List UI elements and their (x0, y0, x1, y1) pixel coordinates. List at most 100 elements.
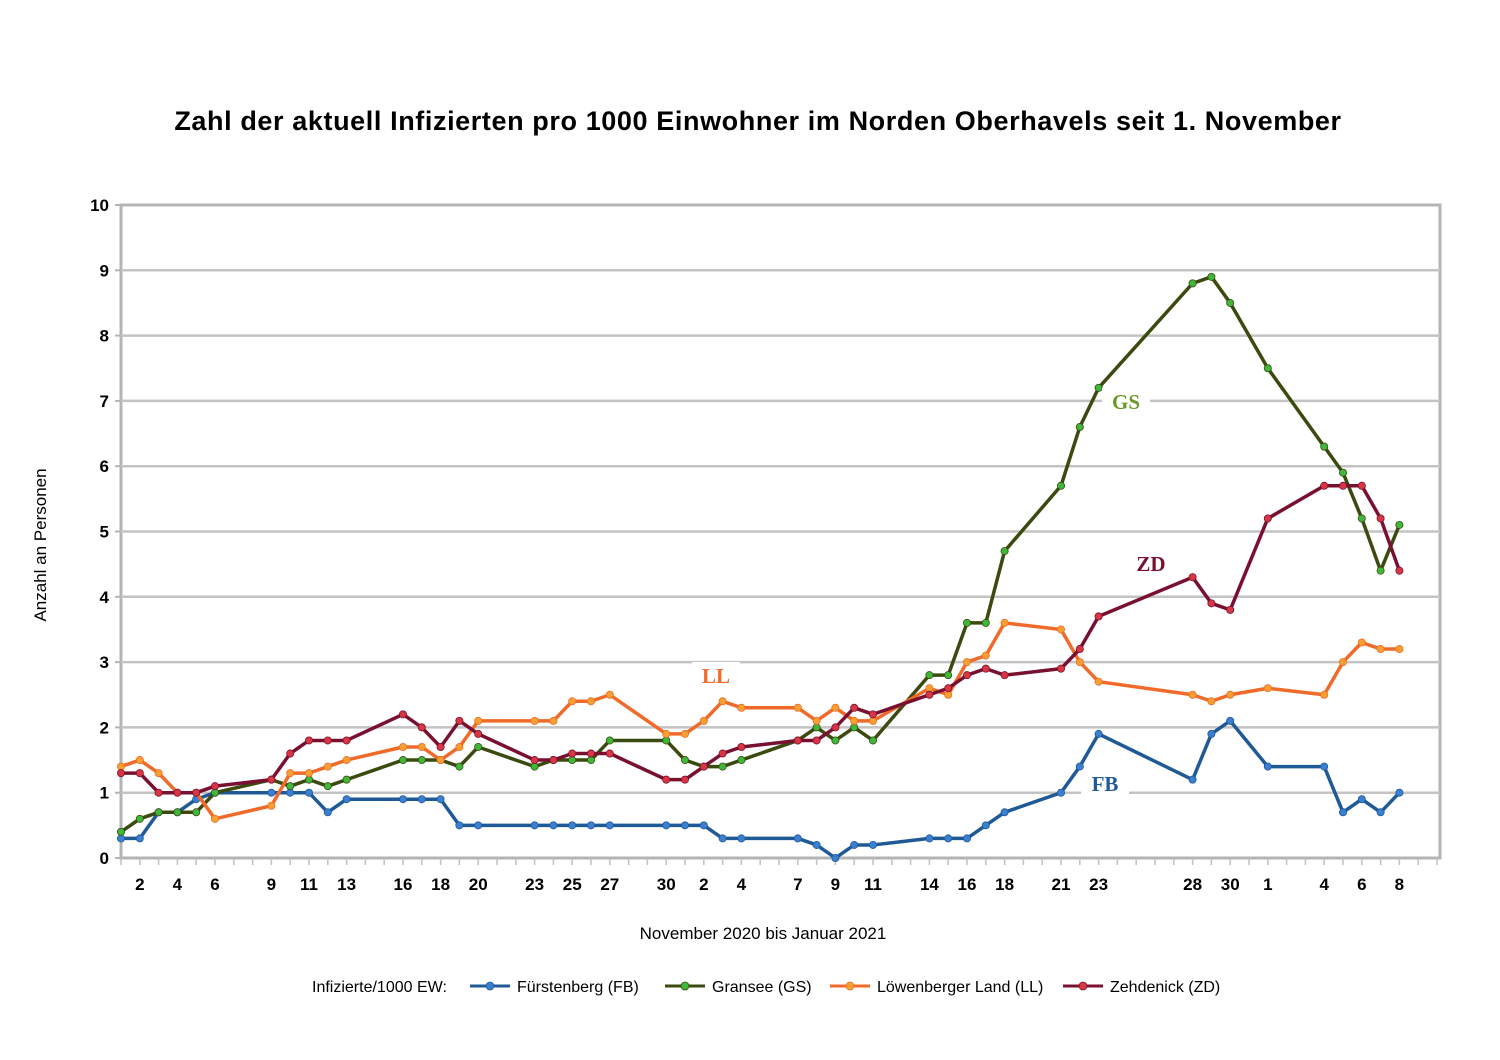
gridlines (119, 203, 1442, 860)
data-point (286, 782, 295, 791)
data-point (981, 618, 990, 627)
data-point (812, 716, 821, 725)
data-point (981, 821, 990, 830)
data-point (117, 834, 126, 843)
data-point (1000, 547, 1009, 556)
x-tick-label: 14 (920, 875, 939, 894)
data-point (681, 729, 690, 738)
data-point (323, 808, 332, 817)
data-point (1376, 645, 1385, 654)
data-point (549, 716, 558, 725)
data-point (869, 736, 878, 745)
data-point (1320, 690, 1329, 699)
data-point (1188, 279, 1197, 288)
x-tick-label: 30 (1221, 875, 1240, 894)
data-point (1263, 514, 1272, 523)
data-point (417, 723, 426, 732)
data-point (1357, 795, 1366, 804)
y-tick-label: 9 (100, 261, 109, 280)
series-zd (117, 481, 1404, 797)
data-point (1226, 605, 1235, 614)
x-tick-label: 7 (793, 875, 802, 894)
data-point (417, 756, 426, 765)
data-point (1057, 664, 1066, 673)
data-point (1376, 566, 1385, 575)
data-point (718, 834, 727, 843)
data-point (831, 723, 840, 732)
data-point (173, 788, 182, 797)
data-point (1395, 566, 1404, 575)
data-point (944, 834, 953, 843)
y-tick-label: 5 (100, 523, 109, 542)
data-point (1376, 808, 1385, 817)
data-point (737, 756, 746, 765)
data-point (323, 782, 332, 791)
data-point (1226, 716, 1235, 725)
data-point (154, 769, 163, 778)
data-point (323, 762, 332, 771)
data-point (831, 703, 840, 712)
data-point (662, 775, 671, 784)
data-point (605, 690, 614, 699)
data-point (981, 664, 990, 673)
data-point (286, 769, 295, 778)
data-point (267, 775, 276, 784)
series-annotation-zd: ZD (1136, 552, 1165, 576)
data-point (699, 762, 708, 771)
data-point (662, 736, 671, 745)
data-point (1075, 762, 1084, 771)
data-point (605, 749, 614, 758)
data-point (1188, 690, 1197, 699)
series-line (120, 275, 1402, 834)
data-point (1395, 645, 1404, 654)
data-point (1226, 690, 1235, 699)
data-point (1320, 481, 1329, 490)
data-point (1339, 468, 1348, 477)
x-tick-label: 4 (1319, 875, 1329, 894)
data-point (1339, 658, 1348, 667)
data-point (135, 756, 144, 765)
data-point (1357, 638, 1366, 647)
data-point (1339, 808, 1348, 817)
data-point (267, 788, 276, 797)
data-point (1320, 762, 1329, 771)
data-point (981, 651, 990, 660)
x-tick-label: 16 (394, 875, 413, 894)
data-point (1207, 599, 1216, 608)
data-point (831, 736, 840, 745)
data-point (117, 769, 126, 778)
data-point (850, 716, 859, 725)
data-point (1000, 671, 1009, 680)
data-point (699, 716, 708, 725)
data-point (568, 821, 577, 830)
data-point (549, 821, 558, 830)
data-point (662, 729, 671, 738)
y-tick-label: 10 (90, 196, 109, 215)
data-point (1357, 514, 1366, 523)
legend-swatch-marker (680, 981, 690, 991)
y-axis-label: Anzahl an Personen (31, 468, 50, 621)
x-tick-label: 16 (958, 875, 977, 894)
y-tick-label: 6 (100, 457, 109, 476)
y-tick-label: 1 (100, 784, 109, 803)
series-group (117, 272, 1404, 863)
x-tick-label: 11 (864, 875, 882, 894)
y-tick-label: 2 (100, 718, 109, 737)
legend-entry: Fürstenberg (FB) (517, 979, 639, 996)
data-point (737, 742, 746, 751)
data-point (474, 729, 483, 738)
data-point (474, 821, 483, 830)
data-point (455, 716, 464, 725)
data-point (417, 795, 426, 804)
data-point (605, 736, 614, 745)
data-point (681, 775, 690, 784)
data-point (398, 756, 407, 765)
data-point (681, 756, 690, 765)
data-point (474, 716, 483, 725)
x-tick-label: 30 (657, 875, 676, 894)
data-point (135, 769, 144, 778)
legend-swatch-marker (1078, 981, 1088, 991)
data-point (474, 742, 483, 751)
data-point (135, 834, 144, 843)
